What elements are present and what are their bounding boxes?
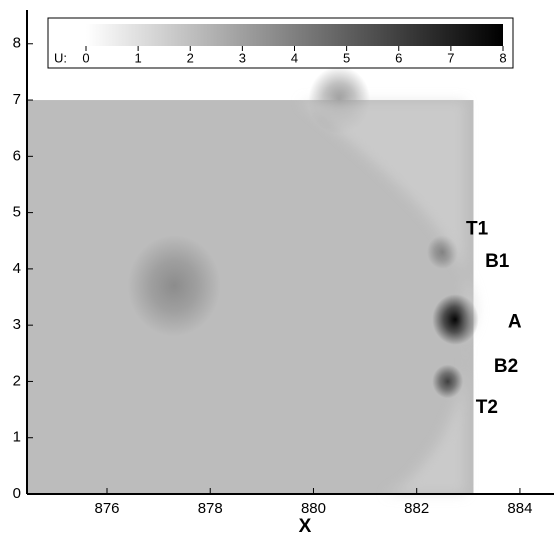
x-tick-label: 880 <box>301 500 326 517</box>
colorbar-tick-label: 2 <box>187 50 194 65</box>
x-tick-label: 876 <box>94 500 119 517</box>
post-shock-shading <box>300 101 477 494</box>
field-feature <box>127 235 221 337</box>
y-tick-label: 2 <box>13 372 21 389</box>
y-tick-label: 4 <box>13 260 21 277</box>
annotation: B1 <box>485 251 510 272</box>
y-tick-label: 5 <box>13 204 21 221</box>
annotation: T1 <box>466 219 489 240</box>
x-axis-label: X <box>299 516 312 537</box>
colorbar-tick-label: 5 <box>343 50 350 65</box>
y-tick-label: 7 <box>13 91 21 108</box>
y-tick-label: 8 <box>13 35 21 52</box>
y-tick-label: 1 <box>13 429 21 446</box>
colorbar-label: U: <box>54 50 67 65</box>
x-tick-label: 882 <box>404 500 429 517</box>
colorbar: U: 0 1 2 3 4 5 6 7 8 <box>47 17 514 69</box>
x-tick-label: 878 <box>198 500 223 517</box>
y-tick-label: 3 <box>13 316 21 333</box>
colorbar-gradient <box>86 24 503 46</box>
colorbar-tick-label: 8 <box>499 50 506 65</box>
annotation: B2 <box>494 356 518 377</box>
y-tick-label: 0 <box>13 485 21 502</box>
annotation: A <box>508 311 522 332</box>
colorbar-tick-label: 6 <box>395 50 402 65</box>
x-tick-label: 884 <box>507 500 532 517</box>
colorbar-tick-label: 0 <box>82 50 89 65</box>
colorbar-tick-label: 4 <box>291 50 298 65</box>
colorbar-tick-label: 1 <box>135 50 142 65</box>
y-tick-label: 6 <box>13 147 21 164</box>
colorbar-tick-label: 3 <box>239 50 246 65</box>
colorbar-tick-label: 7 <box>447 50 454 65</box>
annotation: T2 <box>476 397 498 418</box>
field-feature <box>432 364 464 399</box>
